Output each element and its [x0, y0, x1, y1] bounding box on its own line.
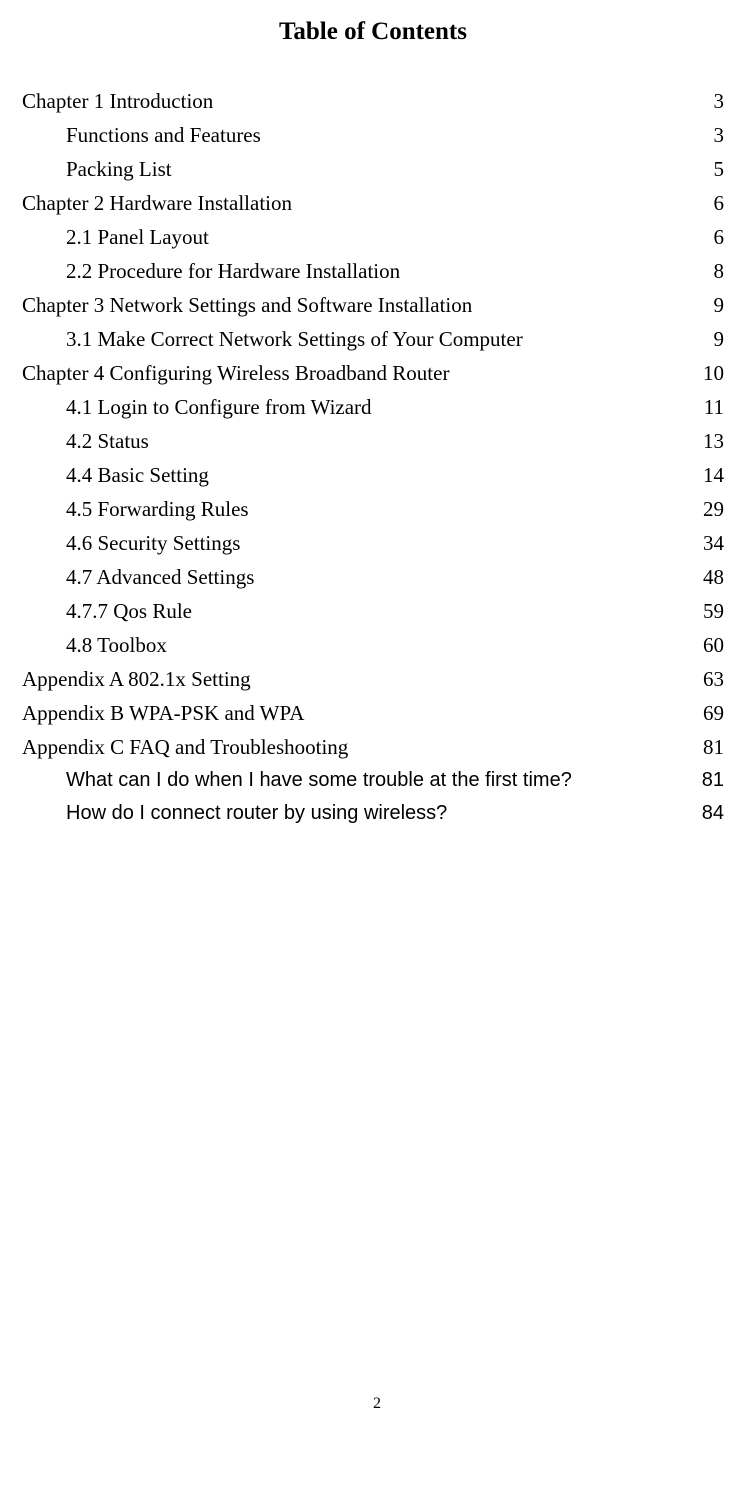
- toc-entry-page: 84: [700, 797, 724, 829]
- toc-entry-label: Appendix B WPA-PSK and WPA: [22, 696, 304, 730]
- toc-entry-page: 14: [701, 458, 724, 492]
- toc-entry-page: 9: [712, 288, 725, 322]
- toc-entry-label: Chapter 1 Introduction: [22, 84, 213, 118]
- toc-entry[interactable]: Appendix B WPA-PSK and WPA 69: [22, 696, 724, 730]
- toc-entry[interactable]: Chapter 1 Introduction 3: [22, 84, 724, 118]
- toc-entry-label: 3.1 Make Correct Network Settings of You…: [66, 322, 523, 356]
- toc-entry-page: 6: [712, 186, 725, 220]
- toc-entry-page: 3: [712, 84, 725, 118]
- toc-entry[interactable]: 4.5 Forwarding Rules 29: [22, 492, 724, 526]
- toc-entry-label: 4.6 Security Settings: [66, 526, 240, 560]
- toc-entry-page: 10: [701, 356, 724, 390]
- toc-entry-page: 81: [701, 730, 724, 764]
- toc-entry[interactable]: 2.2 Procedure for Hardware Installation …: [22, 254, 724, 288]
- toc-entry[interactable]: 4.7 Advanced Settings 48: [22, 560, 724, 594]
- toc-entry[interactable]: 3.1 Make Correct Network Settings of You…: [22, 322, 724, 356]
- toc-entry[interactable]: 4.8 Toolbox 60: [22, 628, 724, 662]
- toc-entry-label: 4.5 Forwarding Rules: [66, 492, 249, 526]
- toc-entry-label: 2.2 Procedure for Hardware Installation: [66, 254, 400, 288]
- toc-entry-page: 13: [701, 424, 724, 458]
- toc-entry[interactable]: 4.4 Basic Setting 14: [22, 458, 724, 492]
- page-title: Table of Contents: [22, 18, 724, 46]
- toc-entry[interactable]: 4.6 Security Settings 34: [22, 526, 724, 560]
- toc-entry[interactable]: Chapter 3 Network Settings and Software …: [22, 288, 724, 322]
- toc-entry[interactable]: 4.7.7 Qos Rule 59: [22, 594, 724, 628]
- toc-entry-page: 34: [701, 526, 724, 560]
- toc-entry[interactable]: Functions and Features 3: [22, 118, 724, 152]
- toc-entry-page: 69: [701, 696, 724, 730]
- toc-entry-page: 6: [712, 220, 725, 254]
- page-number: 2: [0, 1395, 754, 1413]
- toc-entry-label: 4.1 Login to Configure from Wizard: [66, 390, 372, 424]
- toc-entry[interactable]: Chapter 4 Configuring Wireless Broadband…: [22, 356, 724, 390]
- toc-entry[interactable]: How do I connect router by using wireles…: [22, 797, 724, 829]
- toc-entry-page: 11: [702, 390, 724, 424]
- toc-entry[interactable]: 4.1 Login to Configure from Wizard 11: [22, 390, 724, 424]
- toc-entry-page: 63: [701, 662, 724, 696]
- toc-entry[interactable]: Appendix A 802.1x Setting 63: [22, 662, 724, 696]
- toc-entry-page: 59: [701, 594, 724, 628]
- toc-entry-label: 4.2 Status: [66, 424, 149, 458]
- toc-entry-page: 60: [701, 628, 724, 662]
- toc-entry-label: Chapter 4 Configuring Wireless Broadband…: [22, 356, 449, 390]
- toc-entry[interactable]: Packing List 5: [22, 152, 724, 186]
- toc-entry-label: 4.8 Toolbox: [66, 628, 167, 662]
- toc-entry-label: 4.7.7 Qos Rule: [66, 594, 192, 628]
- toc-entry-label: Functions and Features: [66, 118, 261, 152]
- toc-entry-label: Chapter 3 Network Settings and Software …: [22, 288, 472, 322]
- toc-entry-label: What can I do when I have some trouble a…: [66, 764, 572, 796]
- toc-entry-page: 29: [701, 492, 724, 526]
- toc-entry-label: 2.1 Panel Layout: [66, 220, 209, 254]
- toc-entry-label: Appendix C FAQ and Troubleshooting: [22, 730, 348, 764]
- toc-entry-label: 4.4 Basic Setting: [66, 458, 209, 492]
- toc-entry[interactable]: What can I do when I have some trouble a…: [22, 764, 724, 796]
- toc-entry-page: 9: [712, 322, 725, 356]
- toc-entry-label: 4.7 Advanced Settings: [66, 560, 254, 594]
- toc-entry-label: Appendix A 802.1x Setting: [22, 662, 251, 696]
- table-of-contents: Chapter 1 Introduction 3Functions and Fe…: [22, 84, 724, 829]
- toc-entry-page: 5: [712, 152, 725, 186]
- toc-entry-page: 48: [701, 560, 724, 594]
- toc-entry[interactable]: 2.1 Panel Layout 6: [22, 220, 724, 254]
- toc-entry-page: 81: [700, 764, 724, 796]
- toc-entry-page: 8: [712, 254, 725, 288]
- toc-entry[interactable]: Chapter 2 Hardware Installation 6: [22, 186, 724, 220]
- toc-entry[interactable]: 4.2 Status 13: [22, 424, 724, 458]
- toc-entry-label: Chapter 2 Hardware Installation: [22, 186, 292, 220]
- toc-entry-label: How do I connect router by using wireles…: [66, 797, 447, 829]
- toc-entry-page: 3: [712, 118, 725, 152]
- toc-entry[interactable]: Appendix C FAQ and Troubleshooting 81: [22, 730, 724, 764]
- toc-entry-label: Packing List: [66, 152, 172, 186]
